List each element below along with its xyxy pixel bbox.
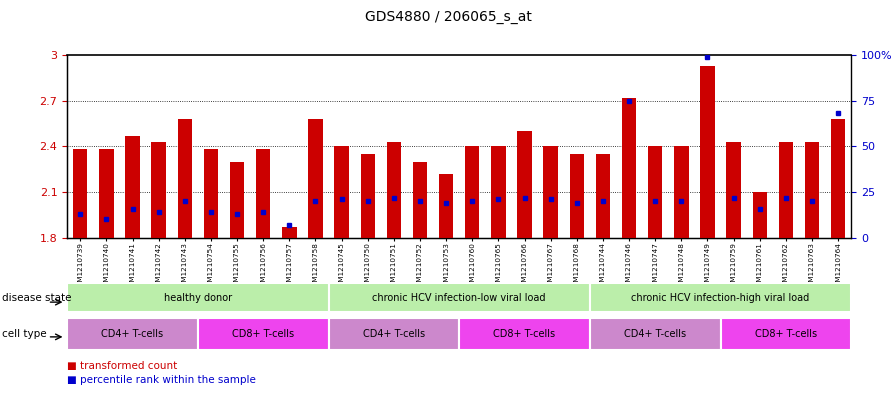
Text: CD4+ T-cells: CD4+ T-cells [101, 329, 164, 339]
Text: CD8+ T-cells: CD8+ T-cells [494, 329, 556, 339]
Bar [544, 146, 558, 238]
Text: CD4+ T-cells: CD4+ T-cells [625, 329, 686, 339]
Bar [517, 131, 531, 238]
Bar [622, 97, 636, 238]
Bar [360, 154, 375, 238]
Text: GDS4880 / 206065_s_at: GDS4880 / 206065_s_at [365, 10, 531, 24]
Bar [73, 149, 88, 238]
Bar [230, 162, 245, 238]
Bar [151, 142, 166, 238]
Bar [805, 142, 819, 238]
Bar [779, 142, 793, 238]
Bar [125, 136, 140, 238]
Bar [413, 162, 427, 238]
Bar [831, 119, 845, 238]
Bar [648, 146, 662, 238]
Bar [282, 227, 297, 238]
Text: disease state: disease state [2, 293, 72, 303]
Bar [753, 192, 767, 238]
Text: healthy donor: healthy donor [164, 293, 232, 303]
Bar [491, 146, 505, 238]
Bar [674, 146, 688, 238]
Bar [334, 146, 349, 238]
Text: ■ percentile rank within the sample: ■ percentile rank within the sample [67, 375, 256, 385]
Text: CD8+ T-cells: CD8+ T-cells [232, 329, 294, 339]
Text: chronic HCV infection-high viral load: chronic HCV infection-high viral load [632, 293, 810, 303]
Bar [203, 149, 218, 238]
Text: ■ transformed count: ■ transformed count [67, 361, 177, 371]
Bar [177, 119, 192, 238]
Text: cell type: cell type [2, 329, 47, 339]
Bar [596, 154, 610, 238]
Bar [308, 119, 323, 238]
Bar [256, 149, 271, 238]
Bar [99, 149, 114, 238]
Text: chronic HCV infection-low viral load: chronic HCV infection-low viral load [373, 293, 546, 303]
Text: CD4+ T-cells: CD4+ T-cells [363, 329, 425, 339]
Bar [701, 66, 715, 238]
Bar [570, 154, 584, 238]
Bar [465, 146, 479, 238]
Text: CD8+ T-cells: CD8+ T-cells [754, 329, 817, 339]
Bar [387, 142, 401, 238]
Bar [439, 174, 453, 238]
Bar [727, 142, 741, 238]
